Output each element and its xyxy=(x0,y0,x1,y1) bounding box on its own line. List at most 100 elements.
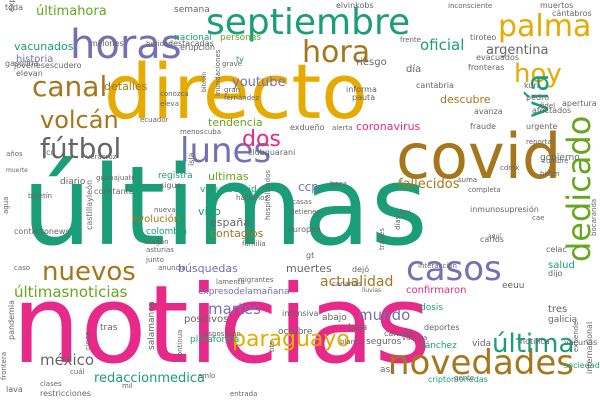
word-cloud-term: martes xyxy=(208,300,261,318)
word-cloud-term: colombia xyxy=(146,227,187,237)
word-cloud-term: exdueño xyxy=(290,123,325,132)
word-cloud-term: canal xyxy=(32,70,107,103)
word-cloud-term: hora xyxy=(302,35,370,70)
word-cloud-term: cdmx xyxy=(500,164,519,172)
word-cloud-term: amlo xyxy=(198,372,215,380)
word-cloud-term: lamenta xyxy=(216,278,245,286)
word-cloud-term: casos xyxy=(406,249,502,289)
word-cloud-term: registra xyxy=(158,171,193,181)
word-cloud-term: canarias xyxy=(332,280,362,288)
word-cloud-term: contagios xyxy=(210,227,264,240)
word-cloud-term: casas xyxy=(292,198,312,206)
word-cloud-term: continua xyxy=(176,330,184,360)
word-cloud-term: dos xyxy=(242,127,281,152)
word-cloud-term: afectados xyxy=(532,106,571,115)
word-cloud-term: lunes xyxy=(180,131,271,171)
word-cloud-term: explosivo xyxy=(7,0,16,12)
word-cloud-term: cuál xyxy=(70,368,85,376)
word-cloud-term: aquí xyxy=(488,233,501,240)
word-cloud-term: interacción xyxy=(418,262,457,270)
word-cloud-term: ccp xyxy=(298,180,319,194)
word-cloud-term: fallecidos xyxy=(398,177,460,192)
word-cloud-term: vía xyxy=(521,74,556,118)
word-cloud-term: gobierno xyxy=(540,153,580,163)
word-cloud-term: avanza xyxy=(474,107,503,116)
word-cloud-term: ecuador xyxy=(140,116,169,124)
word-cloud-term: heridos xyxy=(146,40,172,48)
word-cloud-term: inmunosupresión xyxy=(470,204,539,214)
word-cloud-term: bts xyxy=(268,341,276,352)
word-cloud-term: redaccionmedica xyxy=(94,371,205,386)
word-cloud-term: directo xyxy=(104,47,368,136)
word-cloud-term: cantabria xyxy=(416,81,454,90)
word-cloud-term: vacuna xyxy=(402,334,427,342)
word-cloud-term: notifica xyxy=(520,337,550,346)
word-cloud-term: contactonews xyxy=(14,227,70,236)
word-cloud-term: apertura xyxy=(562,99,597,108)
word-cloud-term: clases xyxy=(40,380,62,388)
word-cloud-term: blanco xyxy=(340,338,363,346)
word-cloud-term: junto xyxy=(145,256,164,264)
word-cloud-term: novedades xyxy=(388,343,574,383)
word-cloud-term: gt xyxy=(306,251,314,260)
word-cloud-term: méxico xyxy=(40,351,94,369)
word-cloud-term: muertos xyxy=(540,1,573,10)
word-cloud-term: hospitalizados xyxy=(264,170,272,220)
word-cloud-term: gasolina xyxy=(5,59,39,68)
word-cloud-term: menos xyxy=(180,128,204,136)
word-cloud-term: eeuu xyxy=(502,281,524,291)
word-cloud-term: pedro xyxy=(526,93,549,102)
word-cloud-term: constante xyxy=(94,187,134,196)
word-cloud-term: intensiva xyxy=(282,309,319,318)
word-cloud-term: oficial xyxy=(420,36,464,54)
word-cloud-term: castillayleón xyxy=(84,180,94,230)
word-cloud-term: cántabros xyxy=(552,9,592,18)
word-cloud-term: años xyxy=(6,150,23,158)
word-cloud-term: noticias xyxy=(12,263,431,388)
word-cloud-term: tras xyxy=(100,323,118,333)
word-cloud-term: días xyxy=(394,215,402,230)
word-cloud-term: fidel xyxy=(540,102,555,110)
word-cloud-term: bocaranda xyxy=(590,199,598,236)
word-cloud-term: paraguayo xyxy=(232,327,350,352)
word-cloud-term: vivo xyxy=(198,205,221,218)
word-cloud-term: frente xyxy=(400,36,421,44)
word-cloud-term: evacuados xyxy=(476,53,519,62)
word-cloud-term: lluvias xyxy=(362,287,381,294)
word-cloud-term: reporta xyxy=(526,138,552,146)
word-cloud-term: elevan xyxy=(16,69,43,78)
word-cloud-term: hoy xyxy=(514,59,562,89)
word-cloud-term: fútbol xyxy=(40,132,121,165)
word-cloud-term: evolución xyxy=(132,213,180,225)
word-cloud-term: haitianos xyxy=(236,194,268,202)
word-cloud-term: día xyxy=(406,63,421,75)
word-cloud-term: mundo xyxy=(358,306,410,324)
word-cloud-term: cumbre xyxy=(542,157,569,165)
word-cloud-term: personas xyxy=(220,33,261,43)
word-cloud-term: detienen xyxy=(290,208,321,216)
word-cloud-term: plataforma xyxy=(190,335,239,345)
word-cloud-term: alerta xyxy=(332,124,352,132)
word-cloud-term: extiende xyxy=(572,321,580,352)
word-cloud-term: europea xyxy=(288,225,321,234)
word-cloud-term: salamanca xyxy=(147,301,157,350)
word-cloud-term: boletín xyxy=(28,192,52,200)
word-cloud-term: completa xyxy=(468,186,501,194)
word-cloud-term: argentina xyxy=(486,43,549,58)
word-cloud-term: inconsciente xyxy=(448,2,492,10)
word-cloud-term: así xyxy=(380,365,393,375)
word-cloud-term: coronavirus xyxy=(356,120,421,133)
word-cloud-term: destacadas xyxy=(168,39,214,48)
word-cloud-term: gente xyxy=(454,374,474,382)
word-cloud-term: carlos xyxy=(480,235,504,244)
word-cloud-term: bitcoin xyxy=(201,72,208,92)
word-cloud-term: seguros xyxy=(366,337,402,347)
word-cloud-term: tendencia xyxy=(208,116,263,129)
word-cloud-term: guanajuato xyxy=(96,174,136,182)
word-cloud-term: deportes xyxy=(424,323,460,332)
word-cloud-term: entrada xyxy=(230,390,257,398)
word-cloud-term: salud xyxy=(548,260,575,271)
word-cloud-term: agua xyxy=(2,197,10,214)
